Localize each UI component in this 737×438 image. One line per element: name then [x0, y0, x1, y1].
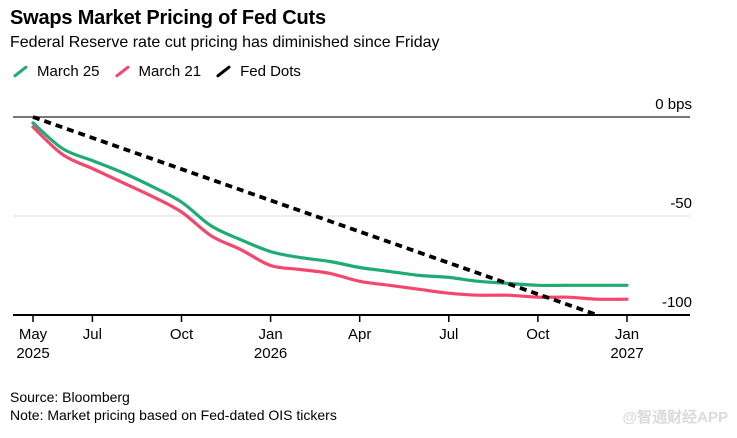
- legend-item-march-21: March 21: [114, 63, 202, 80]
- series-line-fed-dots: [32, 115, 598, 317]
- legend-item-march-25: March 25: [12, 63, 100, 80]
- y-axis-label: 0 bps: [655, 96, 692, 113]
- x-axis-label: Apr: [348, 326, 371, 343]
- x-axis-label: Jul: [439, 326, 458, 343]
- x-axis-year-label: 2027: [610, 345, 643, 362]
- source-text: Source: Bloomberg: [10, 389, 130, 405]
- x-axis-year-label: 2026: [254, 345, 287, 362]
- slash-icon: [215, 65, 232, 78]
- x-axis-label: Jul: [83, 326, 102, 343]
- x-axis-label: Oct: [526, 326, 550, 343]
- legend-label: March 21: [138, 63, 202, 80]
- page-title: Swaps Market Pricing of Fed Cuts: [10, 7, 326, 29]
- x-axis-label: Jan: [259, 326, 283, 343]
- slash-icon: [12, 65, 29, 78]
- y-axis-label: -50: [670, 195, 692, 212]
- legend-label: March 25: [37, 63, 100, 80]
- watermark: @智通财经APP: [622, 409, 728, 426]
- chart-subtitle: Federal Reserve rate cut pricing has dim…: [10, 34, 440, 51]
- x-axis-label: Jan: [615, 326, 639, 343]
- series-line-march-25: [31, 121, 629, 288]
- legend-label: Fed Dots: [240, 63, 301, 80]
- series-line-march-21: [31, 125, 629, 301]
- legend: March 25 March 21 Fed Dots: [12, 63, 301, 80]
- y-axis-label: -100: [662, 294, 692, 311]
- slash-icon: [114, 65, 130, 78]
- legend-item-fed-dots: Fed Dots: [215, 63, 301, 80]
- x-axis-label: Oct: [170, 326, 194, 343]
- x-axis-year-label: 2025: [16, 345, 49, 362]
- note-text: Note: Market pricing based on Fed-dated …: [10, 407, 337, 423]
- x-axis-label: May: [19, 326, 48, 343]
